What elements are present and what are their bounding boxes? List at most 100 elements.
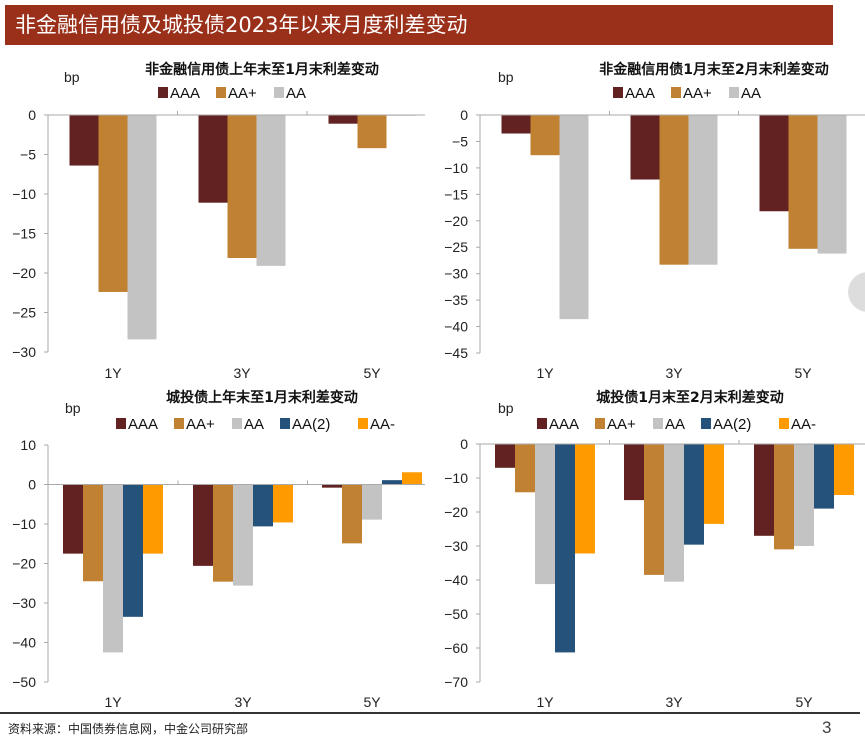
x-tick-label: 5Y	[795, 694, 813, 710]
divider	[0, 712, 860, 714]
y-tick-label: 0	[460, 436, 468, 452]
y-tick-label: −10	[12, 516, 36, 532]
legend-swatch	[232, 418, 242, 429]
bar-1Y-AAA	[63, 484, 83, 554]
y-tick-label: 0	[28, 477, 36, 493]
chart-3: 城投债上年末至1月末利差变动 bp AAA AA+ AA AA(2) AA- 1Y 3Y 5Y 10…	[12, 389, 425, 710]
bar-1Y-AA(2)	[555, 444, 575, 653]
y-tick-label: −45	[444, 345, 468, 361]
bar-5Y-AA(2)	[382, 480, 402, 485]
y-tick-label: −40	[444, 319, 468, 335]
legend-swatch	[671, 87, 681, 98]
legend-label: AAA	[128, 416, 158, 433]
legend-swatch	[174, 418, 184, 429]
bar-5Y-AA+	[774, 444, 794, 550]
chart-title: 非金融信用债上年末至1月末利差变动	[145, 61, 379, 78]
bar-3Y-AA+	[227, 115, 257, 258]
y-tick-label: −25	[12, 305, 36, 321]
chart-title: 城投债1月末至2月末利差变动	[596, 389, 783, 406]
y-tick-label: −30	[12, 344, 36, 360]
legend-swatch	[779, 418, 789, 429]
scroll-handle[interactable]	[848, 272, 865, 312]
bar-1Y-AA-	[143, 484, 163, 554]
slide-title: 非金融信用债及城投债2023年以来月度利差变动	[5, 5, 833, 45]
y-tick-label: −70	[444, 674, 468, 690]
bar-3Y-AAA	[630, 115, 660, 180]
x-tick-label: 3Y	[665, 694, 683, 710]
legend-swatch	[701, 418, 711, 429]
x-tick-label: 1Y	[104, 365, 122, 381]
y-tick-label: −35	[444, 292, 468, 308]
y-tick-label: −20	[12, 556, 36, 572]
y-axis-unit-label: bp	[498, 69, 514, 85]
legend-label: AA	[244, 416, 264, 433]
chart-1: 非金融信用债上年末至1月末利差变动 bp AAA AA+ AA 1Y 3Y 5Y 0 −5 −10 −…	[12, 61, 425, 381]
legend-label: AA+	[186, 416, 215, 433]
source-note: 资料来源：中国债券信息网，中金公司研究部	[8, 722, 249, 736]
legend-label: AA-	[370, 416, 395, 433]
bar-5Y-AAA	[328, 115, 358, 124]
x-tick-label: 3Y	[234, 694, 252, 710]
x-tick-label: 5Y	[363, 365, 381, 381]
legend-swatch	[653, 418, 663, 429]
bar-1Y-AAA	[495, 444, 515, 468]
chart-title: 城投债上年末至1月末利差变动	[166, 389, 358, 406]
chart-4: 城投债1月末至2月末利差变动 bp AAA AA+ AA AA(2) AA- 1Y 3Y 5Y 0 −…	[444, 389, 865, 710]
x-tick-label: 3Y	[665, 365, 683, 381]
legend-swatch	[613, 87, 623, 98]
bar-3Y-AAA	[624, 444, 644, 501]
legend-label: AA	[286, 85, 306, 102]
bar-3Y-AA	[688, 115, 718, 265]
bar-3Y-AA-	[273, 484, 293, 523]
bar-5Y-AA+	[357, 115, 387, 149]
legend-swatch	[216, 87, 226, 98]
bar-1Y-AA-	[575, 444, 595, 554]
legend-label: AA-	[791, 416, 816, 433]
y-tick-label: −20	[444, 213, 468, 229]
bar-1Y-AA	[559, 115, 589, 320]
y-tick-label: −30	[444, 538, 468, 554]
bar-3Y-AA+	[213, 484, 233, 582]
legend-swatch	[595, 418, 605, 429]
bar-5Y-AAA	[322, 484, 342, 488]
y-tick-label: −5	[20, 147, 36, 163]
y-tick-label: −60	[444, 640, 468, 656]
x-tick-label: 1Y	[104, 694, 122, 710]
y-axis-unit-label: bp	[498, 400, 514, 416]
y-tick-label: −15	[444, 186, 468, 202]
bar-5Y-AA-	[402, 472, 422, 485]
bar-5Y-AAA	[754, 444, 774, 536]
legend-label: AA+	[607, 416, 636, 433]
y-tick-label: −25	[444, 239, 468, 255]
legend-label: AA+	[683, 85, 712, 102]
bar-5Y-AA	[794, 444, 814, 546]
y-tick-label: −20	[12, 265, 36, 281]
y-tick-label: −40	[444, 572, 468, 588]
bar-1Y-AA+	[83, 484, 103, 582]
x-tick-label: 3Y	[233, 365, 251, 381]
y-tick-label: 0	[460, 107, 468, 123]
y-tick-label: −20	[444, 504, 468, 520]
legend-label: AAA	[170, 85, 200, 102]
y-axis-unit-label: bp	[65, 400, 81, 416]
legend-swatch	[274, 87, 284, 98]
bar-3Y-AA-	[704, 444, 724, 524]
y-tick-label: −5	[452, 133, 468, 149]
bar-5Y-AA(2)	[814, 444, 834, 509]
legend-label: AA(2)	[713, 416, 751, 433]
bar-5Y-AA+	[342, 484, 362, 544]
bar-3Y-AA	[233, 484, 253, 586]
legend-label: AA+	[228, 85, 257, 102]
bar-5Y-AAA	[759, 115, 789, 212]
x-tick-label: 1Y	[536, 365, 554, 381]
y-tick-label: −40	[12, 635, 36, 651]
y-tick-label: −15	[12, 226, 36, 242]
legend-swatch	[158, 87, 168, 98]
legend-swatch	[116, 418, 126, 429]
bar-3Y-AAA	[193, 484, 213, 566]
y-tick-label: −10	[12, 186, 36, 202]
bar-1Y-AA+	[98, 115, 128, 292]
bar-1Y-AA	[103, 484, 123, 653]
